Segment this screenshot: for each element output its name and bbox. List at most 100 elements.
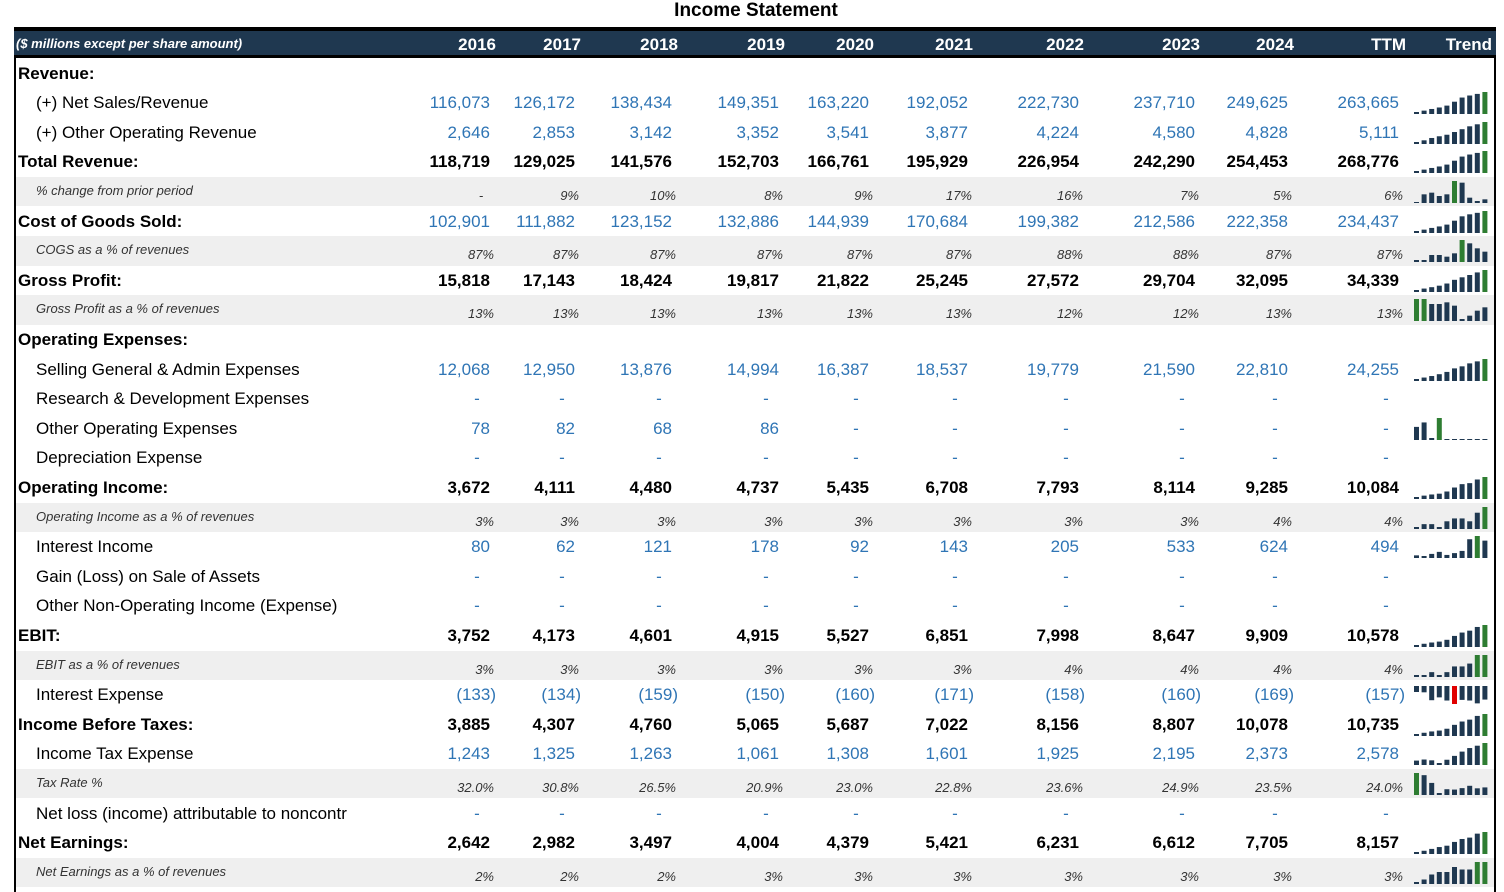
- table-cell: 82: [556, 418, 575, 438]
- sparkline-bar: [1467, 539, 1473, 559]
- sparkline-bar: [1482, 713, 1488, 736]
- table-cell: 8,156: [1036, 714, 1079, 734]
- table-cell: -: [1383, 389, 1389, 409]
- sparkline-bar: [1444, 256, 1450, 263]
- sparkline-bar: [1429, 137, 1435, 144]
- table-cell: 13%: [649, 306, 676, 322]
- table-cell: 129,025: [513, 152, 575, 172]
- table-cell: 21,822: [817, 270, 869, 290]
- table-cell: 3%: [1064, 868, 1083, 884]
- table-cell: 24.9%: [1162, 779, 1199, 795]
- sparkline-bar: [1421, 169, 1427, 174]
- table-cell: -: [1179, 803, 1185, 823]
- table-right-border: [1494, 58, 1496, 892]
- table-cell: 199,382: [1017, 211, 1079, 231]
- table-cell: 1,601: [925, 744, 968, 764]
- table-cell: 166,761: [807, 152, 869, 172]
- sparkline-bar: [1436, 304, 1442, 322]
- sparkline-bar: [1429, 375, 1435, 381]
- sparkline-bar: [1474, 212, 1480, 233]
- sparkline-bar: [1474, 715, 1480, 736]
- table-cell: 2,195: [1152, 744, 1195, 764]
- sparkline-bar: [1459, 438, 1465, 440]
- table-row: EBIT as a % of revenues 3% 3% 3% 3% 3% 3% 4% 4% 4…: [16, 650, 1494, 681]
- sparkline-bar: [1474, 861, 1480, 884]
- sparkline-bar: [1444, 520, 1450, 529]
- row-label: (+) Net Sales/Revenue: [36, 93, 209, 113]
- sparkline-bar: [1482, 199, 1488, 203]
- table-cell: 141,576: [610, 152, 672, 172]
- sparkline-bar: [1429, 553, 1435, 559]
- table-cell: 126,172: [513, 93, 575, 113]
- table-cell: 87%: [552, 247, 579, 263]
- row-label: Other Operating Expenses: [36, 418, 238, 438]
- year-header: 2024: [1256, 35, 1294, 54]
- table-row: Other Non-Operating Income (Expense) - - - -…: [16, 591, 1494, 621]
- table-cell: 87%: [756, 247, 783, 263]
- sparkline-bar: [1482, 476, 1488, 499]
- sparkline-bar: [1452, 367, 1457, 381]
- trend-sparkline: [1412, 858, 1492, 886]
- table-cell: 5,435: [826, 477, 869, 497]
- year-header: 2016: [458, 35, 496, 54]
- table-cell: 3,352: [736, 122, 779, 142]
- table-row: COGS as a % of revenues 87% 87% 87% 87% 87% 87…: [16, 236, 1494, 266]
- trend-sparkline: [1412, 503, 1492, 531]
- table-row: Income Before Taxes: 3,885 4,307 4,760 5,065…: [16, 710, 1494, 740]
- table-cell: 1,325: [532, 744, 575, 764]
- sparkline-bar: [1444, 283, 1450, 292]
- sparkline-bar: [1436, 641, 1442, 647]
- sparkline-bar: [1421, 288, 1427, 292]
- table-cell: 13%: [552, 306, 579, 322]
- sparkline-bar: [1429, 255, 1435, 263]
- table-cell: 68: [653, 418, 672, 438]
- sparkline-bar: [1482, 743, 1488, 766]
- sparkline-bar: [1459, 665, 1465, 677]
- table-cell: 205: [1050, 537, 1079, 557]
- table-row: Operating Income: 3,672 4,111 4,480 4,737 5,4…: [16, 473, 1494, 503]
- table-cell: 5%: [1273, 187, 1292, 203]
- sparkline-bar: [1467, 274, 1473, 292]
- sparkline-bar: [1452, 842, 1457, 855]
- column-header-bar: ($ millions except per share amount) 201…: [14, 27, 1496, 58]
- table-cell: 242,290: [1133, 152, 1195, 172]
- sparkline-bar: [1421, 674, 1427, 677]
- table-row: Net Earnings: 2,642 2,982 3,497 4,004 4,379 5,…: [16, 828, 1494, 858]
- table-cell: 22,810: [1236, 359, 1288, 379]
- table-cell: 2%: [475, 868, 494, 884]
- table-cell: 1,243: [447, 744, 490, 764]
- table-cell: -: [952, 566, 958, 586]
- table-cell: 3%: [764, 513, 783, 529]
- table-cell: -: [853, 418, 859, 438]
- table-cell: 9,909: [1245, 625, 1288, 645]
- row-label: Other Non-Operating Income (Expense): [36, 596, 338, 616]
- sparkline-bar: [1421, 422, 1427, 440]
- table-cell: 23.0%: [836, 779, 873, 795]
- sparkline-bar: [1436, 166, 1442, 174]
- year-header: 2018: [640, 35, 678, 54]
- sparkline-bar: [1436, 674, 1442, 677]
- sparkline-bar: [1474, 745, 1480, 766]
- table-cell: 18,537: [916, 359, 968, 379]
- table-cell: 102,901: [428, 211, 490, 231]
- table-cell: -: [1179, 596, 1185, 616]
- table-row: Operating Expenses:: [16, 325, 1494, 355]
- table-cell: 13%: [1376, 306, 1403, 322]
- trend-sparkline: [1412, 473, 1492, 501]
- table-cell: 4,224: [1036, 122, 1079, 142]
- sparkline-bar: [1452, 724, 1457, 736]
- table-row: Selling General & Admin Expenses 12,068 12…: [16, 355, 1494, 385]
- sparkline-bar: [1459, 869, 1465, 884]
- sparkline-bar: [1452, 635, 1457, 647]
- table-cell: 237,710: [1133, 93, 1195, 113]
- sparkline-bar: [1452, 180, 1457, 203]
- row-label: % change from prior period: [36, 182, 193, 198]
- row-label: Operating Income as a % of revenues: [36, 508, 255, 524]
- trend-sparkline: [1412, 414, 1492, 442]
- table-row: Depreciation Expense - - - - - - - - - -: [16, 443, 1494, 473]
- sparkline-bar: [1452, 131, 1457, 144]
- table-cell: 222,358: [1226, 211, 1288, 231]
- sparkline-bar: [1429, 874, 1435, 884]
- table-cell: 3,497: [629, 833, 672, 853]
- sparkline-bar: [1467, 438, 1473, 440]
